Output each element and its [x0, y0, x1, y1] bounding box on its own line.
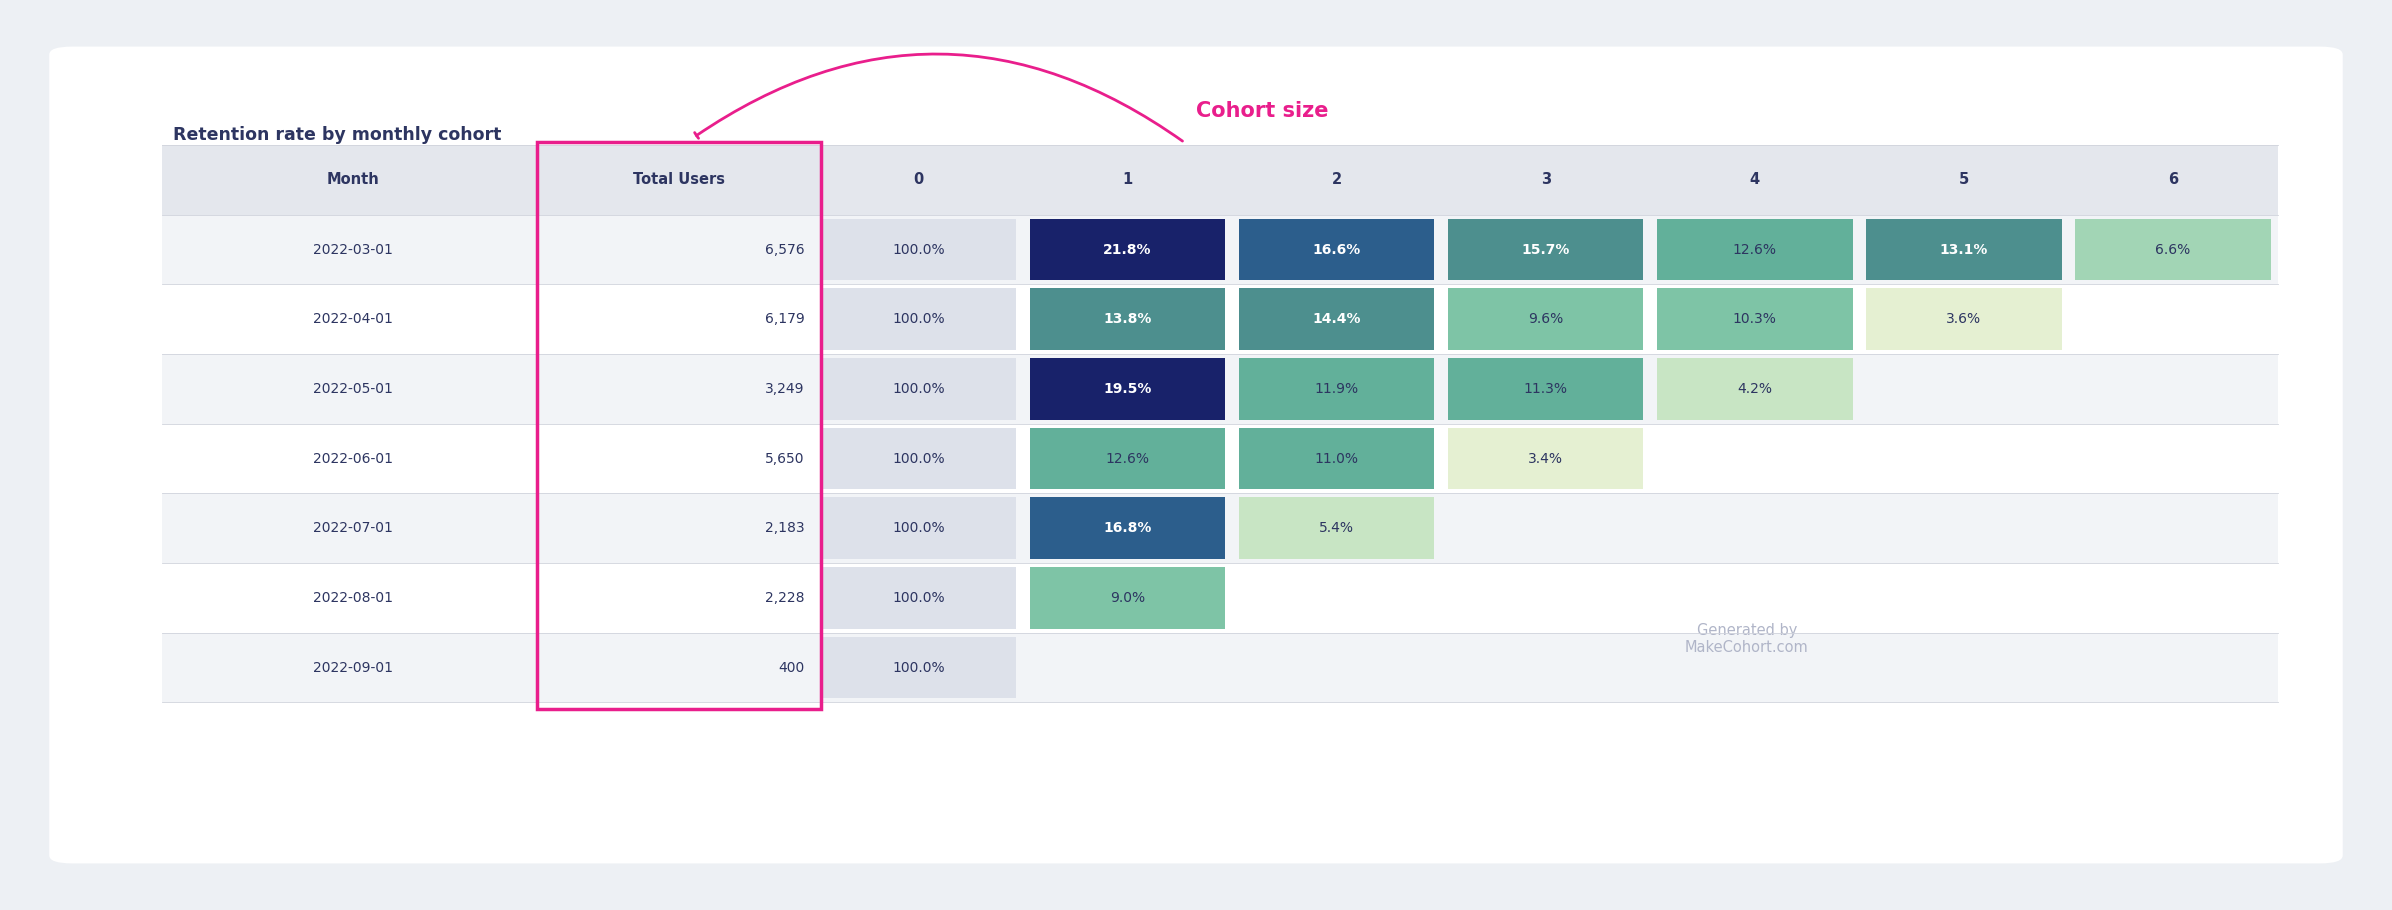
Text: 16.6%: 16.6% — [1313, 243, 1361, 257]
Bar — [1866, 288, 2062, 350]
Bar — [1029, 428, 1225, 490]
Bar — [1239, 428, 1435, 490]
Text: 12.6%: 12.6% — [1732, 243, 1777, 257]
Text: Cohort size: Cohort size — [1196, 101, 1328, 121]
Bar — [1866, 218, 2062, 280]
Bar — [1029, 218, 1225, 280]
Bar — [163, 563, 2277, 632]
Bar — [1447, 218, 1643, 280]
Bar — [1447, 428, 1643, 490]
Bar — [163, 632, 2277, 703]
Text: 0: 0 — [914, 172, 923, 187]
Bar — [1239, 359, 1435, 420]
Bar — [163, 424, 2277, 493]
Text: 2,228: 2,228 — [765, 591, 804, 605]
Text: 13.1%: 13.1% — [1940, 243, 1988, 257]
Text: 9.0%: 9.0% — [1110, 591, 1146, 605]
Text: 15.7%: 15.7% — [1521, 243, 1569, 257]
Text: 2: 2 — [1332, 172, 1342, 187]
FancyBboxPatch shape — [50, 46, 2342, 864]
Text: 2,183: 2,183 — [765, 521, 804, 535]
Text: 3: 3 — [1540, 172, 1550, 187]
Bar — [1658, 218, 1851, 280]
Bar — [1658, 359, 1851, 420]
Bar — [163, 285, 2277, 354]
Text: 14.4%: 14.4% — [1313, 312, 1361, 327]
Text: Retention rate by monthly cohort: Retention rate by monthly cohort — [172, 126, 502, 144]
Text: 2022-04-01: 2022-04-01 — [313, 312, 392, 327]
Bar — [163, 215, 2277, 285]
Bar — [1239, 218, 1435, 280]
Bar — [1658, 288, 1851, 350]
Text: 1: 1 — [1122, 172, 1131, 187]
Text: 400: 400 — [777, 661, 804, 674]
Text: 100.0%: 100.0% — [892, 591, 945, 605]
Text: 100.0%: 100.0% — [892, 521, 945, 535]
Text: 3,249: 3,249 — [765, 382, 804, 396]
Text: Total Users: Total Users — [634, 172, 725, 187]
Text: 11.9%: 11.9% — [1316, 382, 1359, 396]
Bar — [820, 428, 1017, 490]
Text: 3.4%: 3.4% — [1528, 451, 1562, 466]
Text: 2022-03-01: 2022-03-01 — [313, 243, 392, 257]
Bar — [1447, 288, 1643, 350]
Text: 6,179: 6,179 — [765, 312, 804, 327]
Text: 12.6%: 12.6% — [1105, 451, 1151, 466]
Bar — [1029, 567, 1225, 629]
Bar — [1029, 498, 1225, 559]
Text: 5.4%: 5.4% — [1318, 521, 1354, 535]
Text: Month: Month — [325, 172, 380, 187]
Text: 11.3%: 11.3% — [1524, 382, 1567, 396]
Bar — [1447, 359, 1643, 420]
Bar — [538, 142, 820, 709]
Text: 6: 6 — [2167, 172, 2179, 187]
Bar — [820, 359, 1017, 420]
Text: 13.8%: 13.8% — [1103, 312, 1151, 327]
Bar — [163, 354, 2277, 424]
Bar — [820, 637, 1017, 699]
Bar — [1029, 288, 1225, 350]
Text: 100.0%: 100.0% — [892, 661, 945, 674]
Text: Generated by
MakeCohort.com: Generated by MakeCohort.com — [1684, 623, 1808, 655]
Bar — [163, 493, 2277, 563]
Bar — [1029, 359, 1225, 420]
Text: 2022-08-01: 2022-08-01 — [313, 591, 392, 605]
Bar — [1239, 498, 1435, 559]
Text: 2022-07-01: 2022-07-01 — [313, 521, 392, 535]
Text: 100.0%: 100.0% — [892, 382, 945, 396]
Bar — [820, 288, 1017, 350]
Text: 19.5%: 19.5% — [1103, 382, 1151, 396]
Text: 3.6%: 3.6% — [1947, 312, 1981, 327]
Text: 2022-05-01: 2022-05-01 — [313, 382, 392, 396]
Bar — [1239, 288, 1435, 350]
Text: 5,650: 5,650 — [765, 451, 804, 466]
Bar — [820, 567, 1017, 629]
Bar — [163, 145, 2277, 215]
Text: 2022-06-01: 2022-06-01 — [313, 451, 392, 466]
Text: 21.8%: 21.8% — [1103, 243, 1151, 257]
Bar — [820, 498, 1017, 559]
Text: 100.0%: 100.0% — [892, 243, 945, 257]
Text: 100.0%: 100.0% — [892, 312, 945, 327]
Text: 11.0%: 11.0% — [1316, 451, 1359, 466]
Bar — [2076, 218, 2270, 280]
Text: 6.6%: 6.6% — [2155, 243, 2191, 257]
Text: 9.6%: 9.6% — [1528, 312, 1564, 327]
Text: 4: 4 — [1749, 172, 1761, 187]
Text: 5: 5 — [1959, 172, 1969, 187]
Text: 4.2%: 4.2% — [1737, 382, 1772, 396]
Text: 16.8%: 16.8% — [1103, 521, 1151, 535]
Text: 100.0%: 100.0% — [892, 451, 945, 466]
Text: 10.3%: 10.3% — [1732, 312, 1777, 327]
Text: 2022-09-01: 2022-09-01 — [313, 661, 392, 674]
Bar — [820, 218, 1017, 280]
Text: 6,576: 6,576 — [765, 243, 804, 257]
